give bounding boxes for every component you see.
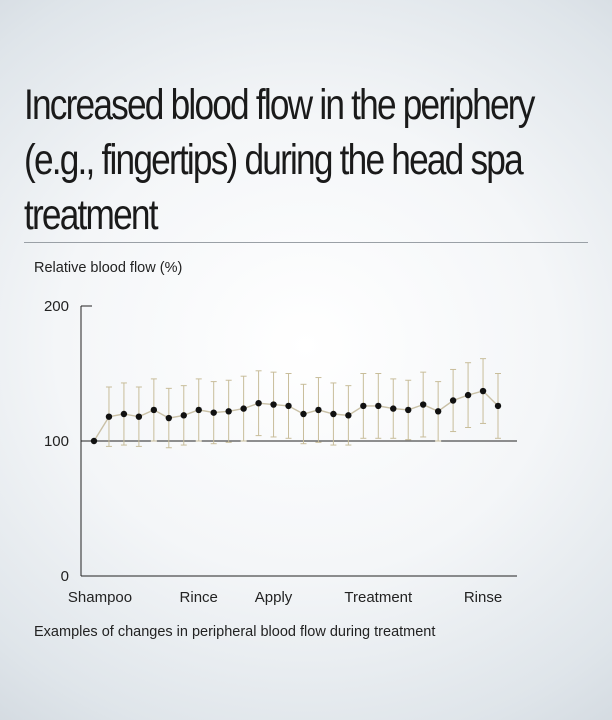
data-point	[360, 402, 367, 410]
data-point	[449, 397, 457, 404]
data-point	[195, 406, 202, 414]
data-point	[135, 413, 143, 420]
x-phase-label: Apply	[255, 589, 293, 606]
title-divider	[24, 242, 588, 243]
y-axis-label: Relative blood flow (%)	[34, 260, 183, 276]
data-point	[255, 400, 262, 407]
data-point	[225, 408, 232, 415]
data-point	[464, 391, 472, 399]
data-point	[210, 409, 217, 416]
x-phase-label: Rince	[180, 589, 218, 606]
data-point	[300, 410, 307, 418]
x-phase-label: Treatment	[344, 589, 413, 606]
y-tick-label: 100	[44, 433, 69, 450]
data-point	[165, 414, 173, 422]
data-point	[270, 401, 277, 408]
chart-caption: Examples of changes in peripheral blood …	[34, 624, 436, 640]
data-point	[330, 410, 337, 418]
data-point	[479, 387, 487, 395]
data-point	[105, 413, 113, 420]
x-phase-label: Shampoo	[68, 589, 132, 606]
data-point	[240, 405, 247, 412]
data-point	[375, 402, 382, 410]
data-point	[150, 406, 158, 414]
series-line	[93, 390, 499, 442]
data-point	[120, 410, 128, 418]
data-point	[345, 412, 352, 419]
y-tick-label: 0	[61, 568, 69, 585]
data-point	[419, 401, 427, 408]
data-point	[494, 402, 502, 410]
data-point	[90, 437, 98, 445]
data-point	[180, 412, 187, 419]
page-title: Increased blood flow in the periphery (e…	[24, 81, 535, 239]
data-point	[434, 408, 442, 415]
data-point	[285, 402, 292, 410]
data-point	[390, 405, 397, 412]
data-point	[405, 406, 412, 414]
y-tick-label: 200	[44, 298, 69, 315]
x-phase-label: Rinse	[464, 589, 502, 606]
data-point	[315, 406, 322, 414]
